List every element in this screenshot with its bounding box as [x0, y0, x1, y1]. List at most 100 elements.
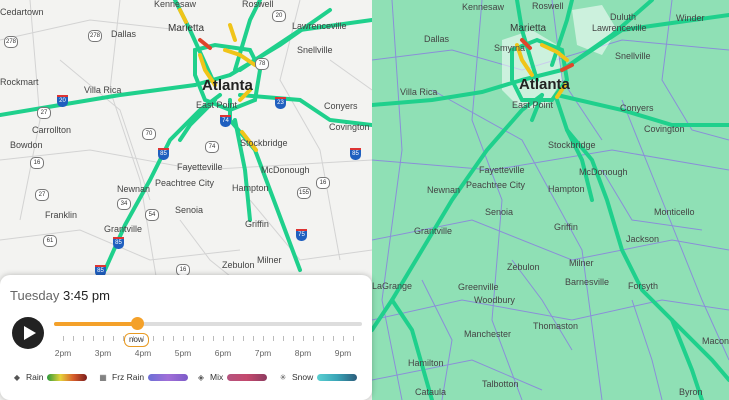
timeline-tick	[113, 336, 114, 341]
city-label-milner: Milner	[257, 255, 282, 265]
route-shield: 34	[117, 198, 131, 210]
interstate-shield: 85	[113, 237, 124, 249]
timeline-tick	[273, 336, 274, 341]
city-label-marietta: Marietta	[168, 23, 205, 34]
route-shield: 155	[297, 187, 311, 199]
city-label-griffin: Griffin	[245, 219, 269, 229]
timeline-tick	[213, 336, 214, 341]
city-label-kennesaw: Kennesaw	[154, 0, 197, 9]
city-label-thomaston: Thomaston	[533, 321, 579, 331]
interstate-shield: 85	[158, 148, 169, 160]
interstate-shield: 23	[275, 97, 286, 109]
city-label-greenville: Greenville	[458, 282, 499, 292]
route-shield: 27	[37, 107, 51, 119]
droplet-icon: ◆	[13, 372, 21, 382]
city-label-peachtree: Peachtree City	[466, 180, 526, 190]
city-label-forsyth: Forsyth	[628, 281, 659, 291]
weather-timeline-panel: Tuesday 3:45 pm now 2pm 3pm 4pm 5pm 6pm …	[0, 275, 372, 400]
city-label-stockbridge: Stockbridge	[548, 140, 596, 150]
route-shield: 70	[142, 128, 156, 140]
interstate-shield: 85	[95, 265, 106, 277]
interstate-shield: 74	[220, 115, 231, 127]
now-badge: now	[124, 333, 149, 347]
city-label-bowdon: Bowdon	[10, 140, 43, 150]
hour-label: 8pm	[294, 348, 312, 358]
legend-rain: ◆ Rain	[12, 372, 88, 382]
route-shield: 78	[255, 58, 269, 70]
city-label-roswell: Roswell	[532, 1, 564, 11]
city-label-senoia: Senoia	[175, 205, 204, 215]
interstate-shield: 20	[57, 95, 68, 107]
freezing-rain-gradient	[148, 373, 189, 381]
legend-snow: ✳ Snow	[278, 372, 358, 382]
hour-label: 4pm	[134, 348, 152, 358]
city-label-dallas: Dallas	[111, 29, 137, 39]
timeline-tick	[163, 336, 164, 341]
play-button[interactable]	[12, 317, 44, 349]
timeline-tick	[173, 336, 174, 341]
legend-label: Snow	[292, 372, 314, 382]
timeline-tick	[123, 336, 124, 341]
route-shield: 20	[272, 10, 286, 22]
hour-label: 7pm	[254, 348, 272, 358]
city-label-mcdonough: McDonough	[579, 167, 628, 177]
timeline-tick	[133, 336, 134, 341]
precip-legend: ◆ Rain ▦ Frz Rain ◈ Mix ✳ Snow	[12, 372, 362, 386]
day-label: Tuesday	[10, 288, 60, 303]
play-icon	[24, 326, 36, 340]
timeline-tick	[103, 336, 104, 341]
snow-gradient	[317, 373, 358, 381]
city-label-senoia: Senoia	[485, 207, 514, 217]
timeline-tick	[263, 336, 264, 341]
city-label-barnesville: Barnesville	[565, 277, 610, 287]
city-label-duluth: Duluth	[610, 12, 637, 22]
timeline-tick	[143, 336, 144, 341]
city-label-villarica: Villa Rica	[400, 87, 438, 97]
rain-gradient	[47, 373, 88, 381]
timeline-tick	[93, 336, 94, 341]
city-label-mcdonough: McDonough	[261, 165, 310, 175]
city-label-fayetteville: Fayetteville	[177, 162, 223, 172]
timeline-tick	[63, 336, 64, 341]
route-shield: 16	[30, 157, 44, 169]
city-label-talbotton: Talbotton	[482, 379, 519, 389]
legend-mix: ◈ Mix	[196, 372, 268, 382]
legend-freezing-rain: ▦ Frz Rain	[98, 372, 189, 382]
road-network-right	[372, 0, 729, 400]
timeline-tick	[243, 336, 244, 341]
timeline-tick	[283, 336, 284, 341]
route-shield: 61	[43, 235, 57, 247]
timeline-tick	[153, 336, 154, 341]
city-label-cataula: Cataula	[415, 387, 447, 397]
timeline-slider[interactable]	[54, 322, 362, 326]
city-label-carrollton: Carrollton	[32, 125, 72, 135]
timeline-thumb[interactable]	[131, 317, 144, 330]
city-label-byron: Byron	[679, 387, 703, 397]
snowflake-icon: ✳	[279, 372, 287, 382]
city-label-zebulon: Zebulon	[222, 260, 255, 270]
hour-label: 3pm	[94, 348, 112, 358]
city-label-milner: Milner	[569, 258, 594, 268]
city-label-hampton: Hampton	[232, 183, 269, 193]
city-label-monticello: Monticello	[654, 207, 695, 217]
timeline-tick	[333, 336, 334, 341]
city-label-woodbury: Woodbury	[474, 295, 515, 305]
city-label-marietta: Marietta	[510, 23, 547, 34]
timeline-tick	[73, 336, 74, 341]
timeline-tick	[343, 336, 344, 341]
interstate-shield: 85	[350, 148, 361, 160]
timeline-tick	[203, 336, 204, 341]
weather-map-right[interactable]: Kennesaw Roswell Duluth Winder Marietta …	[372, 0, 729, 400]
city-label-cedartown: Cedartown	[0, 7, 44, 17]
city-label-newnan: Newnan	[117, 184, 151, 194]
city-label-kennesaw: Kennesaw	[462, 2, 505, 12]
city-label-dallas: Dallas	[424, 34, 450, 44]
road-network-left	[0, 0, 372, 301]
city-label-conyers: Conyers	[324, 101, 358, 111]
city-label-rockmart: Rockmart	[0, 77, 39, 87]
city-label-roswell: Roswell	[242, 0, 274, 9]
city-label-winder: Winder	[676, 13, 705, 23]
city-label-griffin: Griffin	[554, 222, 578, 232]
route-shield: 74	[205, 141, 219, 153]
city-label-atlanta: Atlanta	[519, 76, 570, 93]
